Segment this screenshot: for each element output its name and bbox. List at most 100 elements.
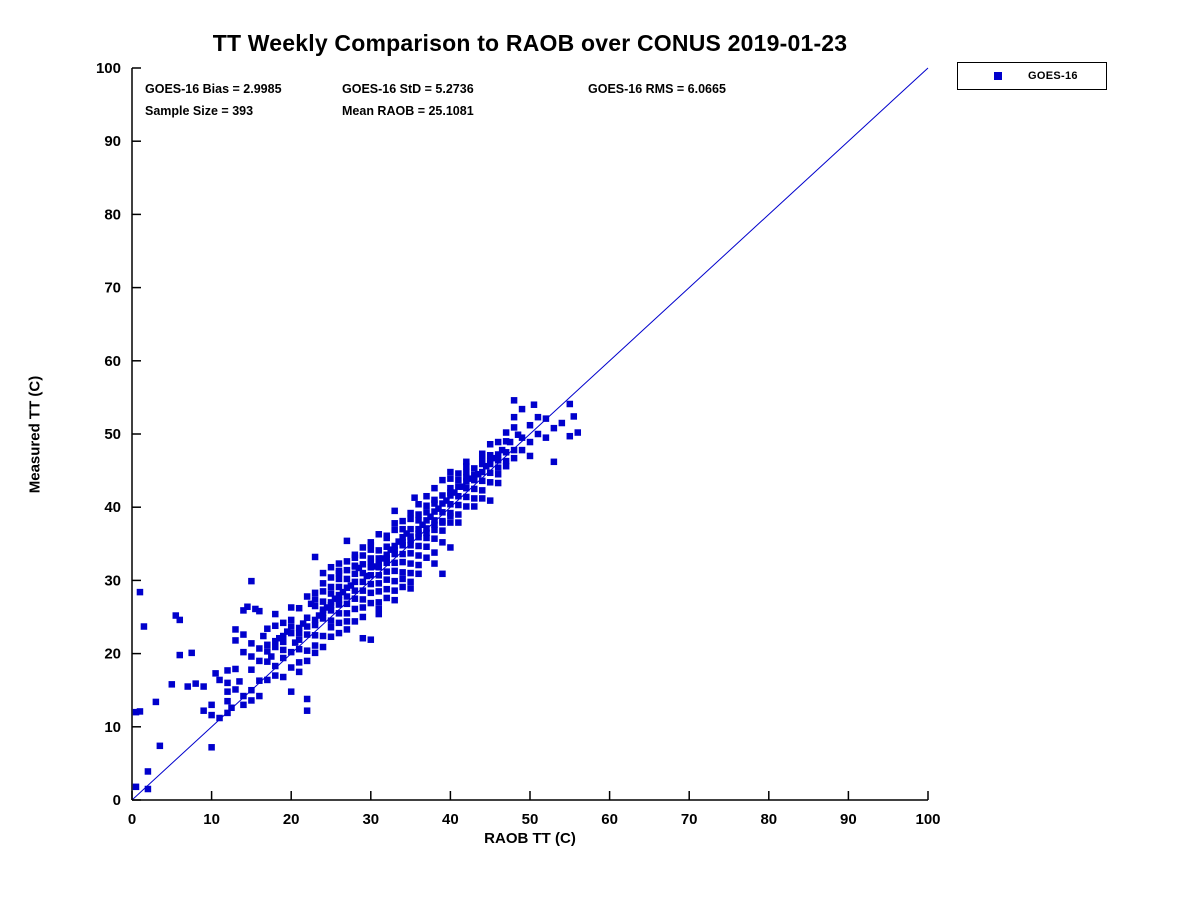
data-point: [419, 521, 426, 529]
data-point: [455, 519, 462, 526]
data-point: [176, 651, 184, 659]
data-point: [295, 668, 303, 676]
data-point: [287, 604, 295, 611]
data-point: [319, 643, 327, 651]
data-point: [319, 606, 327, 613]
y-tick-label: 50: [104, 426, 121, 443]
data-point: [367, 636, 375, 643]
x-tick-label: 70: [681, 811, 698, 828]
data-point: [311, 621, 319, 629]
data-point: [407, 542, 414, 549]
data-point: [526, 421, 534, 429]
data-point: [463, 484, 470, 492]
data-point: [240, 631, 247, 638]
data-point: [343, 537, 351, 545]
data-point: [498, 446, 506, 454]
data-point: [184, 683, 191, 690]
data-point: [303, 593, 311, 600]
data-point: [200, 707, 207, 714]
data-point: [574, 429, 582, 436]
y-tick-label: 0: [113, 792, 121, 809]
data-point: [240, 701, 247, 709]
stat-std: GOES-16 StD = 5.2736: [342, 82, 474, 96]
data-point: [303, 695, 311, 703]
x-tick-label: 80: [760, 811, 777, 828]
data-point: [399, 533, 406, 541]
data-point: [383, 594, 390, 602]
data-point: [339, 588, 347, 596]
data-point: [407, 578, 414, 586]
data-point: [387, 546, 394, 553]
data-point: [542, 434, 550, 441]
data-point: [156, 742, 164, 750]
data-point: [415, 525, 422, 533]
data-point: [307, 600, 315, 608]
data-point: [455, 501, 462, 509]
data-point: [371, 563, 379, 570]
data-point: [140, 623, 148, 630]
data-point: [383, 551, 390, 559]
data-point: [256, 692, 263, 700]
data-point: [502, 449, 510, 456]
data-point: [423, 492, 430, 500]
data-point: [534, 413, 542, 421]
data-point: [447, 519, 454, 526]
data-point: [279, 632, 287, 640]
data-point: [272, 643, 279, 651]
data-point: [463, 462, 470, 470]
data-point: [303, 614, 311, 621]
data-point: [347, 582, 355, 589]
data-point: [295, 645, 303, 653]
data-point: [359, 613, 367, 621]
data-point: [327, 563, 335, 571]
data-point: [287, 664, 295, 671]
data-point: [359, 596, 367, 603]
data-point: [558, 419, 566, 427]
data-point: [447, 475, 454, 482]
data-point: [439, 527, 446, 534]
data-point: [268, 653, 275, 660]
data-point: [542, 415, 550, 422]
axis-ticks: 0 10 20 30 40 50 60 70 80 90 100 0 10 20 30 40 50 60 70 80 9…: [96, 60, 941, 828]
data-point: [399, 575, 406, 583]
data-point: [423, 509, 430, 516]
data-point: [403, 530, 410, 537]
y-tick-label: 10: [104, 719, 121, 736]
data-point: [478, 454, 486, 461]
data-point: [570, 413, 578, 420]
data-point: [260, 632, 267, 640]
data-point: [494, 479, 502, 487]
data-point: [463, 503, 470, 510]
data-point: [431, 496, 438, 504]
data-point: [439, 476, 446, 484]
data-point: [276, 634, 283, 642]
data-point: [224, 709, 231, 717]
data-point: [192, 680, 199, 687]
data-point: [200, 683, 207, 690]
data-point: [467, 475, 474, 482]
data-point: [407, 533, 414, 540]
data-point: [423, 525, 430, 532]
data-point: [299, 620, 307, 627]
data-point: [391, 550, 398, 558]
data-point: [279, 619, 287, 627]
data-point: [486, 451, 494, 459]
data-point: [311, 649, 319, 657]
data-point: [335, 560, 343, 567]
data-point: [311, 553, 319, 561]
data-point: [510, 446, 518, 454]
data-point: [315, 612, 323, 619]
data-point: [327, 617, 335, 624]
data-point: [355, 564, 363, 572]
data-point: [407, 560, 414, 567]
data-point: [399, 539, 406, 546]
data-point: [367, 546, 375, 553]
data-point: [287, 629, 295, 637]
data-point: [359, 578, 367, 586]
data-point: [248, 686, 255, 694]
data-point: [319, 615, 327, 622]
data-point: [295, 629, 303, 637]
data-point: [335, 596, 343, 604]
data-point: [506, 438, 514, 446]
data-point: [439, 509, 446, 516]
